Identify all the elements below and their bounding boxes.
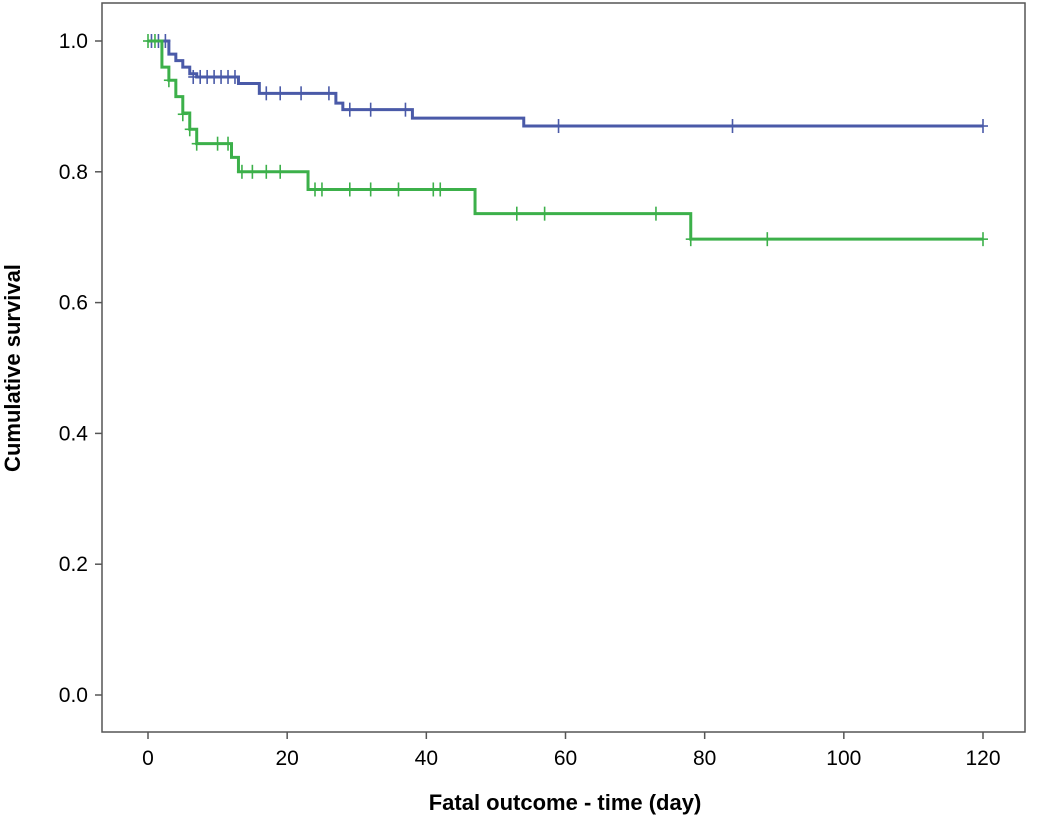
plot-frame: [101, 2, 1026, 733]
x-tick-label: 80: [693, 747, 716, 770]
x-tick-label: 20: [275, 747, 298, 770]
survival-series-1: [146, 34, 988, 134]
x-axis-title: Fatal outcome - time (day): [429, 790, 702, 815]
y-tick-label: 0.2: [59, 553, 88, 576]
y-tick-label: 0.4: [59, 422, 89, 445]
x-tick-label: 40: [415, 747, 438, 770]
y-tick-label: 0.8: [59, 161, 88, 184]
y-axis-title: Cumulative survival: [0, 264, 25, 472]
y-tick-label: 0.0: [59, 684, 88, 707]
survival-series-2: [143, 34, 988, 247]
x-tick-label: 100: [826, 747, 861, 770]
y-tick-label: 0.6: [59, 292, 88, 315]
y-axis: 0.0 0.2 0.4 0.6 0.8 1.0: [59, 30, 102, 707]
x-tick-label: 120: [965, 747, 1000, 770]
survival-step-line: [148, 39, 983, 128]
x-tick-label: 60: [554, 747, 577, 770]
y-tick-label: 1.0: [59, 30, 88, 53]
x-tick-label: 0: [142, 747, 154, 770]
series-layer: [143, 34, 988, 247]
x-axis: 0 20 40 60 80 100 120: [142, 732, 1001, 770]
